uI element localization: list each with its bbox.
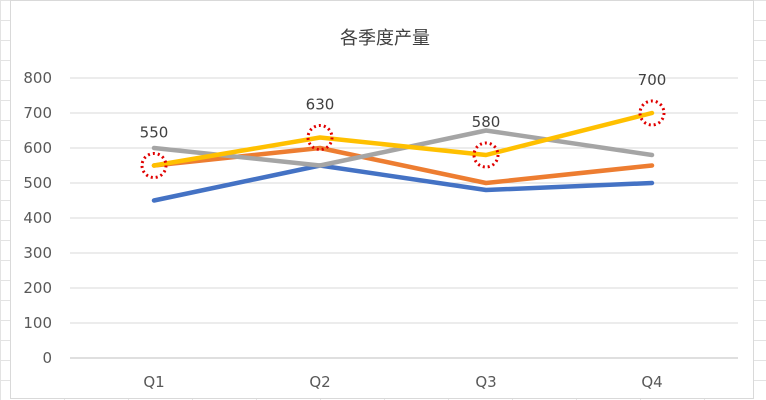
y-tick-label: 700 — [23, 104, 52, 122]
data-label: 630 — [306, 96, 335, 114]
y-tick-label: 0 — [42, 349, 52, 367]
gridlines — [70, 77, 738, 359]
data-label: 550 — [140, 124, 169, 142]
x-tick-label: Q1 — [143, 373, 164, 391]
highlight-circle-marker — [140, 152, 168, 179]
highlight-circle-marker — [306, 124, 334, 151]
y-tick-label: 200 — [23, 279, 52, 297]
series-lines — [151, 110, 655, 203]
y-tick-label: 300 — [23, 244, 52, 262]
y-tick-label: 400 — [23, 209, 52, 227]
highlight-circle-marker — [472, 141, 500, 169]
x-tick-label: Q2 — [309, 373, 330, 391]
y-axis-tick-labels: 0 100 200 300 400 500 600 700 800 — [23, 69, 52, 367]
data-label: 700 — [638, 71, 667, 89]
y-tick-label: 500 — [23, 174, 52, 192]
y-tick-label: 800 — [23, 69, 52, 87]
x-tick-label: Q4 — [641, 373, 662, 391]
data-labels: 550 630 580 700 — [140, 71, 667, 142]
chart-area[interactable] — [10, 0, 754, 399]
data-label: 580 — [472, 113, 501, 131]
series-line-1[interactable] — [151, 163, 655, 203]
chart-title[interactable]: 各季度产量 — [340, 28, 430, 49]
highlight-circle-marker — [638, 99, 666, 127]
highlight-markers — [140, 99, 666, 179]
y-tick-label: 100 — [23, 314, 52, 332]
y-tick-label: 600 — [23, 139, 52, 157]
x-tick-label: Q3 — [475, 373, 496, 391]
series-line-4[interactable] — [151, 110, 655, 168]
x-axis-tick-labels: Q1 Q2 Q3 Q4 — [143, 373, 662, 391]
